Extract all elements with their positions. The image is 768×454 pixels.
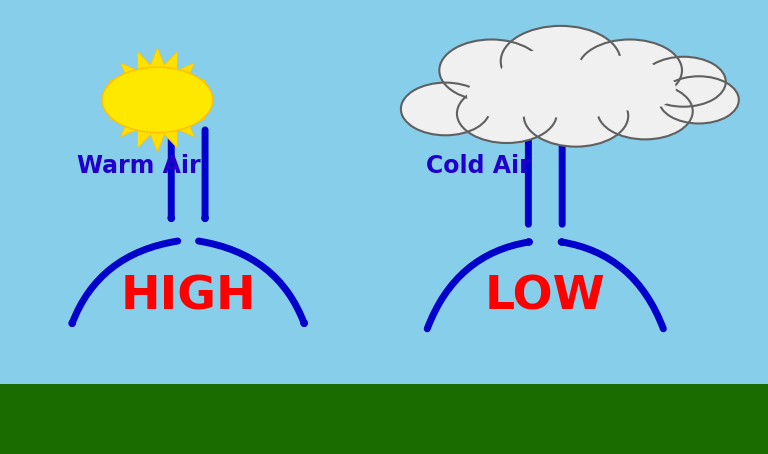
Text: HIGH: HIGH (121, 275, 256, 320)
Circle shape (401, 83, 490, 135)
Circle shape (499, 50, 591, 104)
Polygon shape (105, 48, 210, 152)
Circle shape (598, 83, 693, 139)
Text: Cold Air: Cold Air (426, 154, 531, 178)
Bar (0, 384, 768, 454)
Circle shape (578, 39, 682, 101)
Circle shape (467, 72, 547, 119)
Text: LOW: LOW (485, 275, 606, 320)
Circle shape (102, 67, 213, 133)
Circle shape (599, 66, 676, 111)
Circle shape (659, 76, 739, 123)
Circle shape (534, 70, 618, 120)
Text: Warm Air: Warm Air (77, 154, 200, 178)
Circle shape (582, 56, 662, 103)
Circle shape (439, 39, 544, 101)
Circle shape (524, 85, 628, 147)
Circle shape (457, 84, 557, 143)
Circle shape (501, 26, 621, 97)
Circle shape (641, 57, 726, 107)
